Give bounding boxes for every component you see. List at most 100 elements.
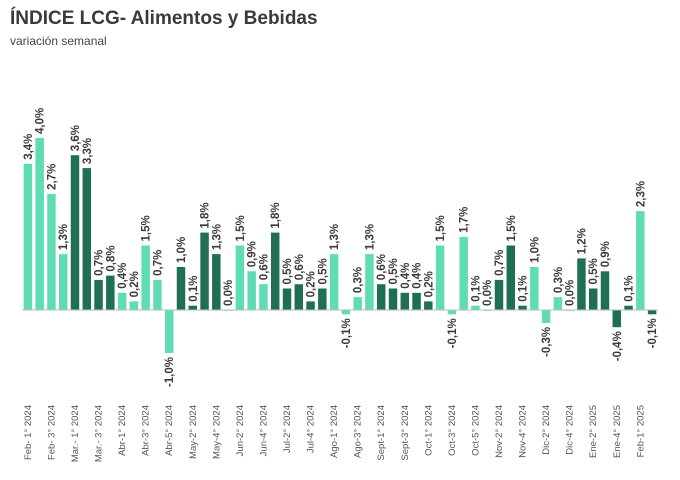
data-label: 1,5% [235,215,247,241]
data-label: 0,7% [494,250,506,276]
x-tick-label: Oct-1° 2024 [423,405,434,456]
x-tick-label: Feb- 3° 2024 [46,405,57,460]
bar [176,267,186,310]
data-label: 0,5% [317,258,329,284]
data-label: 1,0% [176,237,188,263]
data-label: 0,1% [624,275,636,301]
data-label: 3,6% [70,125,82,151]
bar [447,310,457,315]
bar [235,245,245,310]
data-label: -0,1% [447,318,459,348]
x-tick-label: Mar.- 1° 2024 [70,405,81,462]
bar [424,301,433,310]
bar [35,138,44,310]
data-label: 0,2% [423,271,435,297]
bar [435,245,445,310]
bar [600,271,610,310]
bar [365,254,374,310]
bar [506,245,516,310]
bar [553,297,563,310]
data-label: 0,0% [565,280,577,306]
x-tick-label: Jun-4° 2024 [258,405,269,456]
bar [47,193,56,310]
x-tick-label: Sept-1° 2024 [376,405,387,461]
data-label: 0,6% [294,254,306,280]
data-label: 0,7% [152,250,164,276]
data-label: 0,3% [353,267,365,293]
data-label: 0,5% [282,258,294,284]
bar [106,275,115,310]
chart-title: ÍNDICE LCG- Alimentos y Bebidas [10,8,318,29]
bar [141,245,150,310]
bar [541,310,551,323]
data-label: 1,5% [435,215,447,241]
bar [117,292,127,310]
data-label: 0,3% [553,267,565,293]
x-tick-label: Ene-4° 2025 [612,405,623,458]
data-label: 1,5% [141,215,153,241]
bar [412,292,421,310]
x-tick-label: Sept-3° 2024 [400,405,411,461]
bar [636,211,645,310]
bar [58,254,68,310]
x-tick-label: Mar.- 3° 2024 [94,405,105,462]
bar [588,288,598,310]
x-tick-label: Dic-4° 2024 [565,405,576,455]
data-label: 0,8% [105,245,117,271]
data-label: 0,2% [306,271,318,297]
bar [318,288,327,310]
bar [259,284,268,310]
x-tick-labels-group: Feb- 1° 2024 Feb- 3° 2024 Mar.- 1° 2024 Mar… [23,405,646,462]
data-label: 0,0% [482,280,494,306]
bar [247,271,256,310]
bar [306,301,315,310]
bar [164,310,174,353]
data-label: 0,1% [188,275,200,301]
x-tick-label: Abr-5° 2024 [164,405,175,456]
bar [153,279,162,310]
data-label: 1,3% [329,224,341,250]
bar [471,305,480,310]
data-label: -0,1% [341,318,353,348]
bars-group [23,138,657,353]
chart-subtitle: variación semanal [10,34,107,48]
bar [82,168,92,310]
bar [400,292,410,310]
data-label: 0,4% [117,263,129,289]
bar [353,297,362,310]
data-label: -0,4% [612,331,624,361]
bar [459,236,468,310]
x-tick-label: May-4° 2024 [211,405,222,459]
data-label: -0,3% [541,327,553,357]
data-label: -0,1% [647,318,659,348]
x-tick-label: Ago-3° 2024 [353,405,364,458]
data-label: -1,0% [164,357,176,387]
data-label: 0,4% [400,263,412,289]
x-tick-label: Jun-2° 2024 [235,405,246,456]
data-label: 3,4% [23,134,35,160]
bar [23,163,33,310]
bar [70,155,80,310]
bar [94,279,103,310]
bar [341,310,351,315]
x-tick-label: Abr-1° 2024 [117,405,128,456]
x-tick-label: Abr-3° 2024 [141,405,152,456]
data-label: 2,3% [635,181,647,207]
x-tick-label: Nov-2° 2024 [494,405,505,458]
bar [329,254,339,310]
bar [624,305,633,310]
data-label: 0,5% [588,258,600,284]
bar [577,258,586,310]
data-label: 2,7% [46,164,58,190]
data-label: 0,0% [223,280,235,306]
value-labels-group: 3,4%4,0%2,7%1,3%3,6% 3,3%0,7% 0,8%0,4% 0,2%… [23,108,659,387]
x-tick-label: Jul-2° 2024 [282,405,293,453]
data-label: 0,4% [412,263,424,289]
data-label: 0,1% [470,275,482,301]
data-label: 1,0% [529,237,541,263]
bar [647,310,657,315]
bar [388,288,398,310]
bar [129,301,139,310]
x-tick-label: Ago-1° 2024 [329,405,340,458]
data-label: 3,3% [82,138,94,164]
